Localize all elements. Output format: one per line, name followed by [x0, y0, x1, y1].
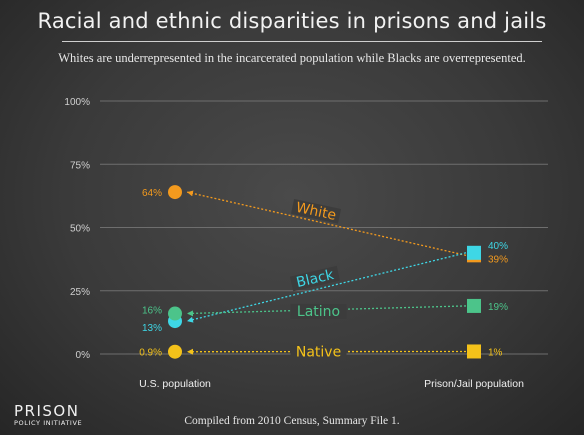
series-line-white: [186, 190, 467, 256]
series-name-latino: Latino: [290, 303, 347, 320]
series-name-backing: [290, 344, 347, 360]
y-tick-label: 100%: [64, 97, 90, 108]
y-tick-label: 25%: [70, 287, 90, 298]
logo-line2: POLICY INITIATIVE: [14, 419, 83, 427]
point-prison-latino: [467, 298, 481, 313]
prison-policy-initiative-logo: PRISON POLICY INITIATIVE: [14, 404, 82, 428]
y-tick-label: 0%: [76, 350, 91, 361]
series-name-backing: [291, 199, 342, 224]
point-us-native: [168, 344, 182, 359]
x-category-label: Prison/Jail population: [424, 378, 524, 390]
point-prison-native: [467, 344, 481, 359]
value-label: 39%: [488, 254, 508, 265]
value-label: 64%: [142, 188, 162, 199]
point-us-latino: [168, 306, 182, 321]
value-label: 13%: [142, 323, 162, 334]
series-name-black: Black: [289, 265, 341, 292]
x-category-label: U.S. population: [139, 378, 211, 390]
value-label: 0.9%: [139, 348, 162, 359]
series-name-text: Native: [296, 345, 341, 361]
chart-subtitle: Whites are underrepresented in the incar…: [58, 51, 526, 65]
series-name-backing: [289, 265, 341, 292]
source-note: Compiled from 2010 Census, Summary File …: [184, 415, 400, 427]
series-name-backing: [290, 303, 347, 319]
series-name-text: White: [294, 200, 337, 224]
value-label: 16%: [142, 306, 162, 317]
series-name-text: Latino: [297, 304, 340, 320]
value-label: 40%: [488, 241, 508, 252]
series-line-latino: [186, 305, 467, 317]
y-tick-label: 50%: [70, 224, 90, 235]
point-us-white: [168, 185, 182, 200]
series-name-text: Black: [295, 267, 336, 291]
title-underline: [62, 41, 542, 42]
y-tick-label: 75%: [70, 160, 90, 171]
value-label: 1%: [488, 347, 503, 358]
logo-line1: PRISON: [14, 402, 80, 420]
point-prison-black: [467, 245, 481, 260]
series-name-native: Native: [290, 344, 347, 361]
chart-title: Racial and ethnic disparities in prisons…: [37, 9, 547, 33]
value-label: 19%: [488, 302, 508, 313]
